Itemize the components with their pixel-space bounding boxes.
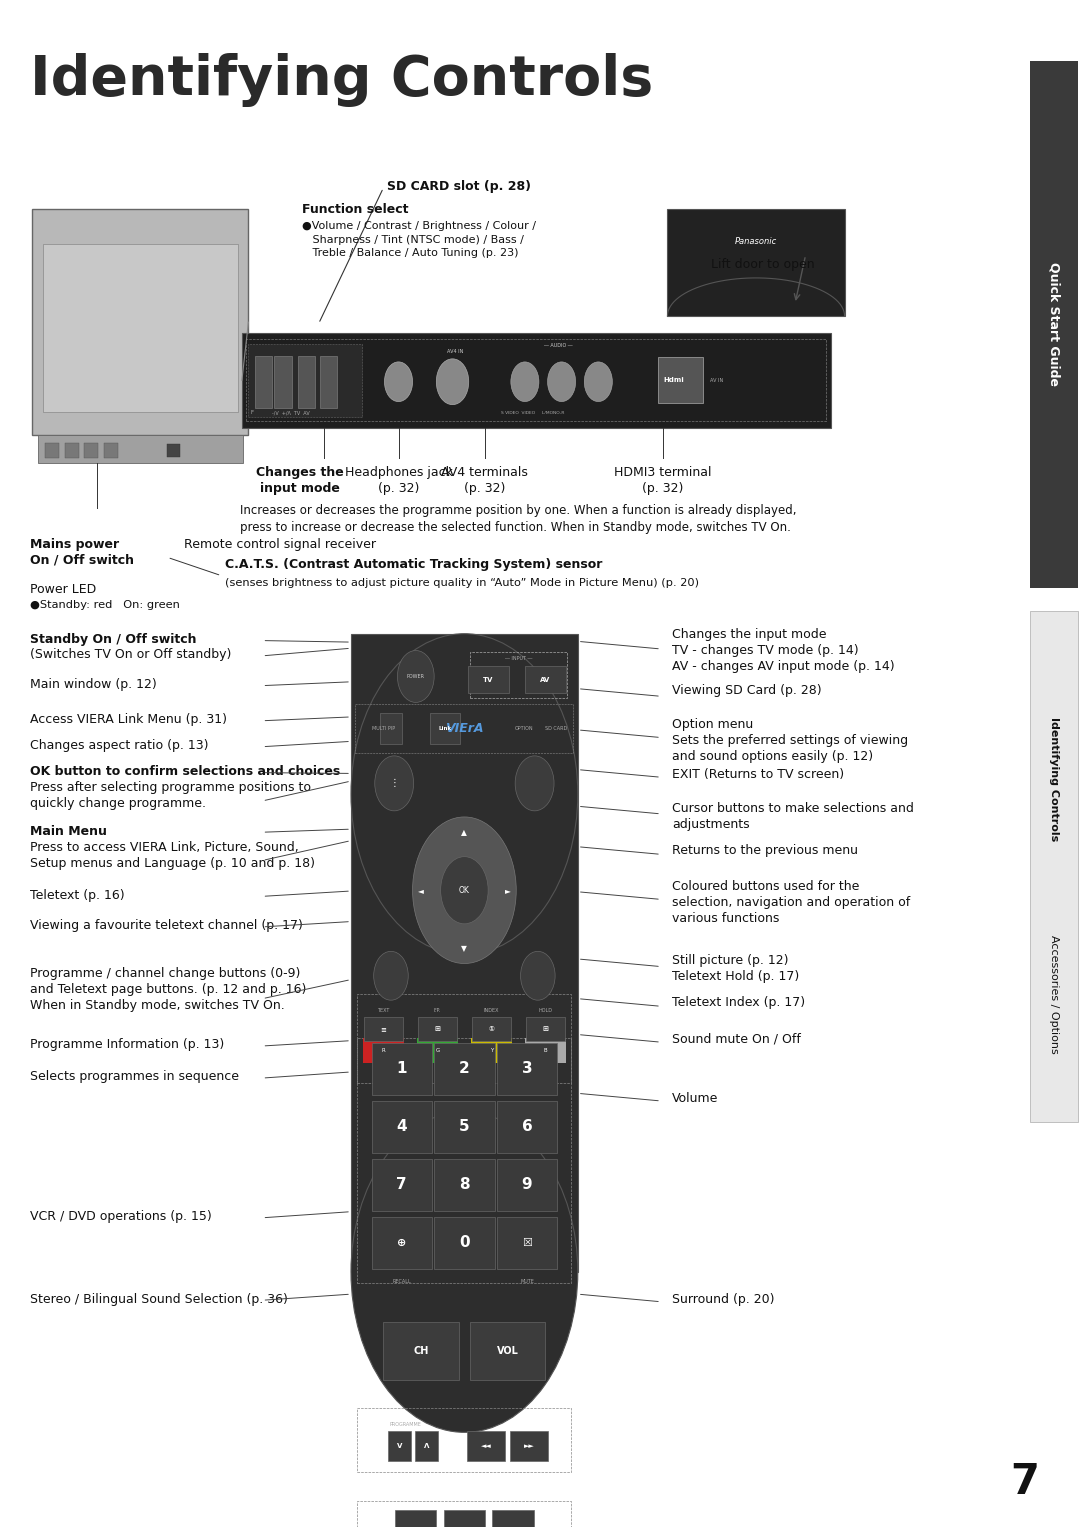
Circle shape — [374, 951, 408, 1000]
Text: 8: 8 — [459, 1177, 470, 1193]
Circle shape — [515, 756, 554, 811]
Bar — [372, 1159, 432, 1211]
Bar — [357, 1038, 571, 1283]
Bar — [434, 1217, 495, 1269]
Bar — [388, 1431, 411, 1461]
Bar — [468, 666, 509, 693]
Bar — [167, 444, 180, 457]
Text: ☒: ☒ — [522, 1238, 532, 1248]
Text: AV4 IN: AV4 IN — [447, 348, 463, 354]
Bar — [43, 244, 238, 412]
Bar — [357, 1501, 571, 1527]
Text: 7: 7 — [1010, 1460, 1039, 1503]
Text: ◄: ◄ — [418, 886, 424, 895]
Text: AV4 terminals
(p. 32): AV4 terminals (p. 32) — [442, 466, 528, 495]
Circle shape — [351, 1112, 578, 1432]
Text: -/V  +/Λ  TV  AV: -/V +/Λ TV AV — [272, 411, 310, 415]
Bar — [430, 713, 460, 744]
Text: 9: 9 — [522, 1177, 532, 1193]
Bar — [351, 634, 578, 1272]
Text: Changes aspect ratio (p. 13): Changes aspect ratio (p. 13) — [30, 739, 208, 753]
Bar — [658, 357, 703, 403]
Bar — [418, 1017, 457, 1041]
Bar — [84, 443, 98, 458]
Text: Sound mute On / Off: Sound mute On / Off — [672, 1032, 800, 1046]
Text: Programme / channel change buttons (0-9)
and Teletext page buttons. (p. 12 and p: Programme / channel change buttons (0-9)… — [30, 967, 307, 1011]
Text: Access VIERA Link Menu (p. 31): Access VIERA Link Menu (p. 31) — [30, 713, 227, 727]
Bar — [395, 1510, 436, 1527]
Text: Link: Link — [438, 725, 451, 731]
Bar — [372, 1101, 432, 1153]
Text: (senses brightness to adjust picture quality in “Auto” Mode in Picture Menu) (p.: (senses brightness to adjust picture qua… — [225, 579, 699, 588]
Text: G: G — [435, 1048, 440, 1054]
Text: Surround (p. 20): Surround (p. 20) — [672, 1292, 774, 1306]
Text: PROGRAMME: PROGRAMME — [389, 1422, 421, 1428]
Text: Hdmi: Hdmi — [663, 377, 684, 383]
Text: F.P.: F.P. — [434, 1008, 441, 1014]
Text: Identifying Controls: Identifying Controls — [30, 53, 653, 107]
Circle shape — [511, 362, 539, 402]
Text: TV: TV — [483, 676, 494, 683]
Text: Accessories / Options: Accessories / Options — [1049, 935, 1059, 1054]
Text: S VIDEO  VIDEO     L/MONO-R: S VIDEO VIDEO L/MONO-R — [501, 411, 565, 415]
Text: INDEX: INDEX — [484, 1008, 499, 1014]
Text: B: B — [543, 1048, 548, 1054]
Text: V: V — [397, 1443, 402, 1449]
Bar — [380, 713, 402, 744]
Text: Main Menu: Main Menu — [30, 825, 107, 838]
Bar — [472, 1017, 511, 1041]
Text: Remote control signal receiver: Remote control signal receiver — [184, 538, 376, 551]
Text: SD CARD: SD CARD — [545, 725, 567, 731]
Text: Stereo / Bilingual Sound Selection (p. 36): Stereo / Bilingual Sound Selection (p. 3… — [30, 1292, 288, 1306]
Text: Cursor buttons to make selections and
adjustments: Cursor buttons to make selections and ad… — [672, 802, 914, 831]
Text: ►►: ►► — [524, 1443, 535, 1449]
Text: ●Volume / Contrast / Brightness / Colour /
   Sharpness / Tint (NTSC mode) / Bas: ●Volume / Contrast / Brightness / Colour… — [302, 221, 537, 258]
Text: Press to access VIERA Link, Picture, Sound,
Setup menus and Language (p. 10 and : Press to access VIERA Link, Picture, Sou… — [30, 840, 315, 869]
Bar — [248, 344, 362, 417]
Text: Λ: Λ — [424, 1443, 429, 1449]
Bar — [104, 443, 118, 458]
Circle shape — [584, 362, 612, 402]
Text: ― AUDIO ―: ― AUDIO ― — [544, 342, 573, 348]
Text: ≡: ≡ — [380, 1026, 387, 1032]
Text: Power LED: Power LED — [30, 583, 96, 596]
Text: VCR / DVD operations (p. 15): VCR / DVD operations (p. 15) — [30, 1209, 212, 1223]
Text: C.A.T.S. (Contrast Automatic Tracking System) sensor: C.A.T.S. (Contrast Automatic Tracking Sy… — [225, 559, 602, 571]
Bar — [497, 1217, 557, 1269]
Text: POWER: POWER — [407, 673, 424, 680]
Text: ⊞: ⊞ — [542, 1026, 549, 1032]
Bar — [355, 704, 573, 753]
Text: Returns to the previous menu: Returns to the previous menu — [672, 844, 858, 858]
Bar — [1030, 611, 1078, 1122]
Circle shape — [397, 651, 434, 702]
Text: VOL: VOL — [497, 1347, 518, 1356]
Bar — [65, 443, 79, 458]
Text: ― INPUT ―: ― INPUT ― — [504, 655, 532, 661]
Text: 7: 7 — [396, 1177, 407, 1193]
Text: 1: 1 — [396, 1061, 407, 1077]
Text: ▲: ▲ — [461, 828, 468, 837]
Bar — [444, 1510, 485, 1527]
Text: 4: 4 — [396, 1119, 407, 1135]
Text: 6: 6 — [522, 1119, 532, 1135]
Text: ●Standby: red   On: green: ●Standby: red On: green — [30, 600, 180, 609]
Bar — [32, 209, 248, 435]
Text: Programme Information (p. 13): Programme Information (p. 13) — [30, 1038, 225, 1052]
Text: Changes the
input mode: Changes the input mode — [256, 466, 345, 495]
Bar — [357, 1408, 571, 1472]
Text: OK button to confirm selections and choices: OK button to confirm selections and choi… — [30, 765, 340, 779]
Text: AV: AV — [540, 676, 551, 683]
Text: 0: 0 — [459, 1235, 470, 1251]
Text: HDMI3 terminal
(p. 32): HDMI3 terminal (p. 32) — [615, 466, 712, 495]
Text: Lift door to open: Lift door to open — [711, 258, 814, 270]
Text: Increases or decreases the programme position by one. When a function is already: Increases or decreases the programme pos… — [240, 504, 796, 534]
Bar — [246, 339, 826, 421]
Bar — [298, 356, 315, 408]
Text: Viewing a favourite teletext channel (p. 17): Viewing a favourite teletext channel (p.… — [30, 919, 303, 933]
Text: EXIT (Returns to TV screen): EXIT (Returns to TV screen) — [672, 768, 843, 782]
Bar — [497, 1159, 557, 1211]
Text: Option menu
Sets the preferred settings of viewing
and sound options easily (p. : Option menu Sets the preferred settings … — [672, 718, 908, 762]
Circle shape — [441, 857, 488, 924]
Bar — [1030, 61, 1078, 588]
Bar — [38, 435, 243, 463]
